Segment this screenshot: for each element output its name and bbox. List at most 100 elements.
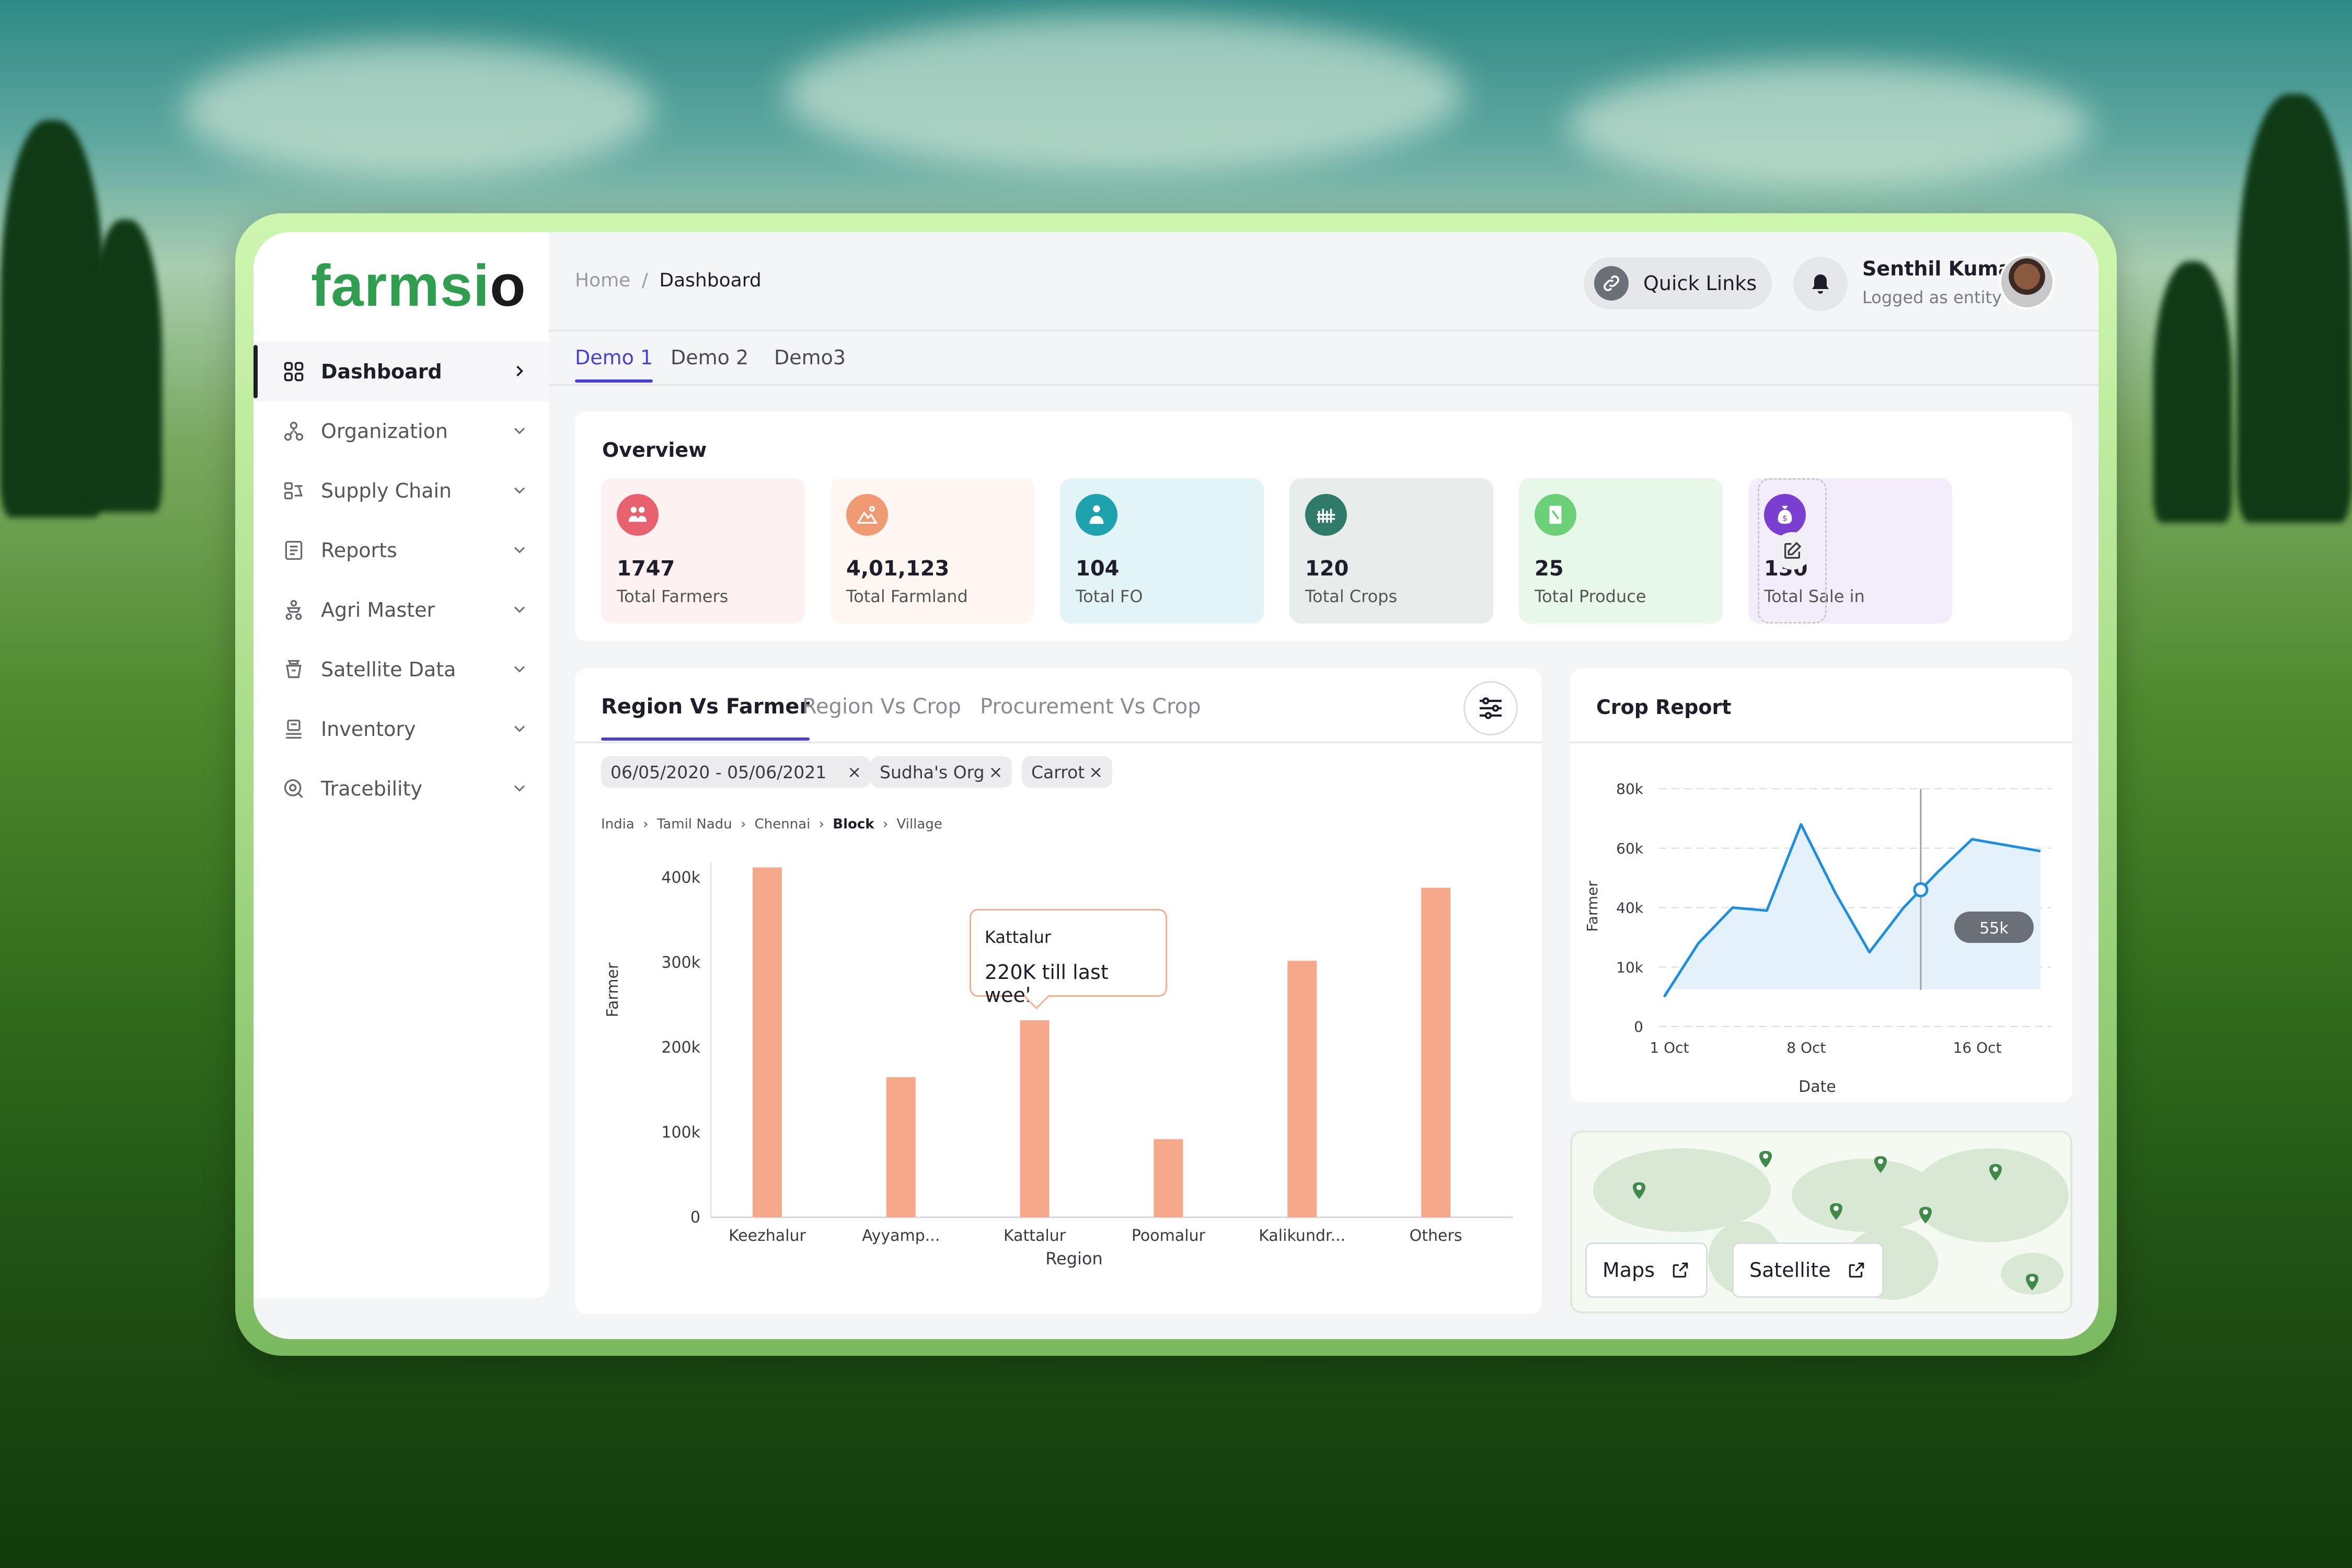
y-tick-label: 60k xyxy=(1616,840,1644,857)
bc-separator: › xyxy=(882,816,889,832)
tab-demo-2[interactable]: Demo 2 xyxy=(671,346,749,369)
tab-region-vs-crop[interactable]: Region Vs Crop xyxy=(802,695,961,719)
filter-button[interactable] xyxy=(1463,681,1518,735)
stat-card-total-farmers[interactable]: 1747 Total Farmers xyxy=(601,478,805,624)
stat-value: 104 xyxy=(1076,557,1120,581)
map-pin-icon[interactable] xyxy=(1874,1156,1887,1173)
stat-label: Total FO xyxy=(1076,586,1143,606)
map-pin-dot xyxy=(2030,1276,2035,1282)
stat-card-total-fo[interactable]: 104 Total FO xyxy=(1060,478,1264,624)
x-tick-label: Ayyamp... xyxy=(862,1227,940,1245)
map-pin-icon[interactable] xyxy=(1830,1203,1842,1220)
y-axis-label: Farmer xyxy=(1584,881,1601,932)
farmland-icon xyxy=(846,494,888,536)
tooltip-title: Kattalur xyxy=(985,927,1052,947)
map-pin-dot xyxy=(1636,1185,1642,1190)
maps-button[interactable]: Maps xyxy=(1585,1242,1708,1298)
bc-separator: › xyxy=(740,816,746,832)
bc-separator: › xyxy=(643,816,649,832)
crops-icon xyxy=(1305,494,1347,536)
region-breadcrumb: India › Tamil Nadu › Chennai › Block › V… xyxy=(601,816,942,832)
sidebar-item-inventory[interactable]: Inventory xyxy=(253,699,549,759)
y-tick-label: 100k xyxy=(661,1124,700,1142)
logo[interactable]: farmsio xyxy=(311,253,526,318)
chip-close-icon[interactable]: × xyxy=(1089,762,1103,782)
stat-value: 120 xyxy=(1305,557,1349,581)
quick-links-label: Quick Links xyxy=(1643,272,1757,295)
stat-value: 1747 xyxy=(617,557,675,581)
map-panel[interactable]: Maps Satellite xyxy=(1570,1131,2072,1313)
cloud xyxy=(784,16,1463,172)
sidebar-item-satellite-data[interactable]: Satellite Data xyxy=(253,640,549,699)
tab-procurement-vs-crop[interactable]: Procurement Vs Crop xyxy=(980,695,1201,719)
bc-level-state[interactable]: Tamil Nadu xyxy=(656,816,732,832)
bc-level-village[interactable]: Village xyxy=(896,816,942,832)
filter-chip-date[interactable]: 06/05/2020 - 05/06/2021 × xyxy=(601,756,871,788)
sidebar-item-organization[interactable]: Organization xyxy=(253,401,549,461)
crop-divider xyxy=(1570,742,2072,743)
sidebar-item-reports[interactable]: Reports xyxy=(253,521,549,580)
user-name: Senthil Kumar xyxy=(1862,257,2022,280)
chip-close-icon[interactable]: × xyxy=(847,762,862,782)
traceability-icon xyxy=(282,777,305,800)
chip-close-icon[interactable]: × xyxy=(988,762,1003,782)
sidebar-item-label: Satellite Data xyxy=(321,658,456,681)
bar-4[interactable] xyxy=(1287,961,1317,1217)
x-tick-label: Poomalur xyxy=(1132,1227,1206,1245)
x-tick-label: 1 Oct xyxy=(1650,1039,1689,1056)
bar-0[interactable] xyxy=(752,867,782,1218)
filter-chip-crop[interactable]: Carrot × xyxy=(1022,756,1113,788)
map-pin-icon[interactable] xyxy=(1989,1164,2002,1181)
bar-5[interactable] xyxy=(1421,887,1451,1218)
breadcrumb-home[interactable]: Home xyxy=(575,270,631,291)
chip-label: 06/05/2020 - 05/06/2021 xyxy=(610,762,827,782)
bar-3[interactable] xyxy=(1154,1139,1183,1218)
y-axis-label: Farmer xyxy=(604,962,622,1017)
chevron-down-icon xyxy=(514,606,525,613)
map-pin-icon[interactable] xyxy=(1633,1182,1645,1199)
bc-level-block[interactable]: Block xyxy=(833,816,874,832)
avatar[interactable] xyxy=(1999,254,2055,309)
quick-links-button[interactable]: Quick Links xyxy=(1584,257,1772,309)
stat-card-total-produce[interactable]: 25 Total Produce xyxy=(1519,478,1723,624)
x-tick-label: Others xyxy=(1410,1227,1462,1245)
tree xyxy=(2237,94,2352,523)
sidebar-item-tracebility[interactable]: Tracebility xyxy=(253,759,549,818)
map-pin-icon[interactable] xyxy=(1919,1207,1932,1224)
external-link-icon xyxy=(1849,1262,1864,1278)
chevron-right-icon xyxy=(516,365,524,377)
satellite-button[interactable]: Satellite xyxy=(1732,1242,1884,1298)
sliders-icon xyxy=(1480,697,1502,719)
y-tick-label: 10k xyxy=(1616,959,1644,976)
sidebar-item-dashboard[interactable]: Dashboard xyxy=(253,342,549,401)
map-pin-icon[interactable] xyxy=(1759,1151,1772,1168)
chevron-down-icon xyxy=(514,547,525,554)
filter-chip-org[interactable]: Sudha's Org × xyxy=(870,756,1012,788)
crop-report-title: Crop Report xyxy=(1596,696,1732,719)
world-map-dots xyxy=(1593,1148,2069,1300)
value-tooltip-text: 55k xyxy=(1979,919,2009,938)
stat-card-total-crops[interactable]: 120 Total Crops xyxy=(1289,478,1493,624)
tab-demo-1[interactable]: Demo 1 xyxy=(575,346,653,383)
y-tick-label: 400k xyxy=(661,869,700,887)
notification-button[interactable] xyxy=(1793,257,1848,311)
bc-level-country[interactable]: India xyxy=(601,816,635,832)
bc-level-district[interactable]: Chennai xyxy=(754,816,811,832)
edit-icon xyxy=(1773,532,1811,570)
stat-value: 4,01,123 xyxy=(846,557,950,581)
edit-overview-button[interactable] xyxy=(1758,478,1827,624)
sidebar-item-supply-chain[interactable]: Supply Chain xyxy=(253,461,549,521)
tab-region-vs-farmer[interactable]: Region Vs Farmer xyxy=(601,695,810,741)
stat-card-total-farmland[interactable]: 4,01,123 Total Farmland xyxy=(831,478,1034,624)
sidebar-item-label: Dashboard xyxy=(321,360,442,383)
top-header: Home / Dashboard Quick Links Senthil Kum… xyxy=(549,232,2099,331)
overview-title: Overview xyxy=(602,439,707,462)
sidebar-nav: Dashboard Organization Supply Chain xyxy=(253,342,549,818)
map-pin-icon[interactable] xyxy=(2026,1274,2038,1290)
bar-1[interactable] xyxy=(886,1077,916,1217)
map-pin-dot xyxy=(1923,1209,1928,1215)
bar-2[interactable] xyxy=(1020,1020,1050,1217)
sidebar-item-agri-master[interactable]: Agri Master xyxy=(253,580,549,640)
sidebar-item-label: Tracebility xyxy=(321,777,422,800)
tab-demo-3[interactable]: Demo3 xyxy=(774,346,846,369)
